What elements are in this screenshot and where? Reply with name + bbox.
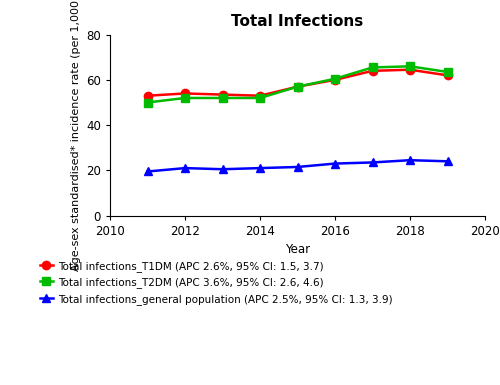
Legend: Total infections_T1DM (APC 2.6%, 95% CI: 1.5, 3.7), Total infections_T2DM (APC 3: Total infections_T1DM (APC 2.6%, 95% CI:…	[40, 261, 393, 305]
Y-axis label: Age-sex standardised* incidence rate (per 1,000 PY): Age-sex standardised* incidence rate (pe…	[70, 0, 81, 271]
Title: Total Infections: Total Infections	[232, 14, 364, 29]
X-axis label: Year: Year	[285, 243, 310, 256]
